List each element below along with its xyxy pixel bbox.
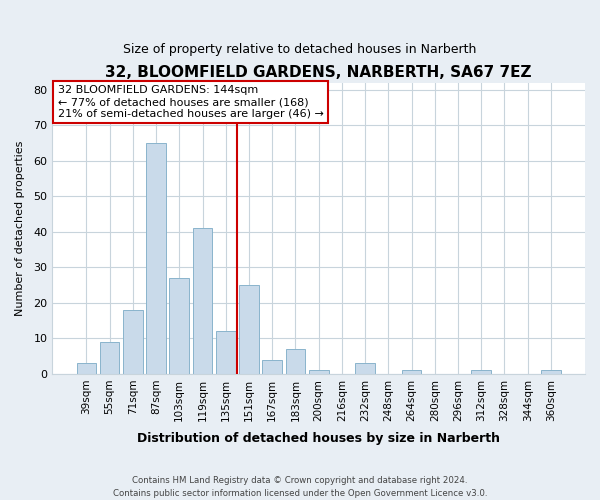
Title: 32, BLOOMFIELD GARDENS, NARBERTH, SA67 7EZ: 32, BLOOMFIELD GARDENS, NARBERTH, SA67 7… xyxy=(106,65,532,80)
X-axis label: Distribution of detached houses by size in Narberth: Distribution of detached houses by size … xyxy=(137,432,500,445)
Y-axis label: Number of detached properties: Number of detached properties xyxy=(15,140,25,316)
Bar xyxy=(262,360,282,374)
Bar xyxy=(472,370,491,374)
Bar xyxy=(193,228,212,374)
Bar xyxy=(77,363,96,374)
Bar xyxy=(355,363,375,374)
Bar xyxy=(309,370,329,374)
Bar xyxy=(541,370,561,374)
Text: 32 BLOOMFIELD GARDENS: 144sqm
← 77% of detached houses are smaller (168)
21% of : 32 BLOOMFIELD GARDENS: 144sqm ← 77% of d… xyxy=(58,86,323,118)
Bar xyxy=(169,278,189,374)
Bar xyxy=(401,370,421,374)
Bar xyxy=(239,285,259,374)
Bar xyxy=(146,143,166,374)
Bar xyxy=(123,310,143,374)
Bar xyxy=(100,342,119,374)
Text: Size of property relative to detached houses in Narberth: Size of property relative to detached ho… xyxy=(124,42,476,56)
Bar xyxy=(286,349,305,374)
Bar xyxy=(216,332,236,374)
Text: Contains HM Land Registry data © Crown copyright and database right 2024.
Contai: Contains HM Land Registry data © Crown c… xyxy=(113,476,487,498)
